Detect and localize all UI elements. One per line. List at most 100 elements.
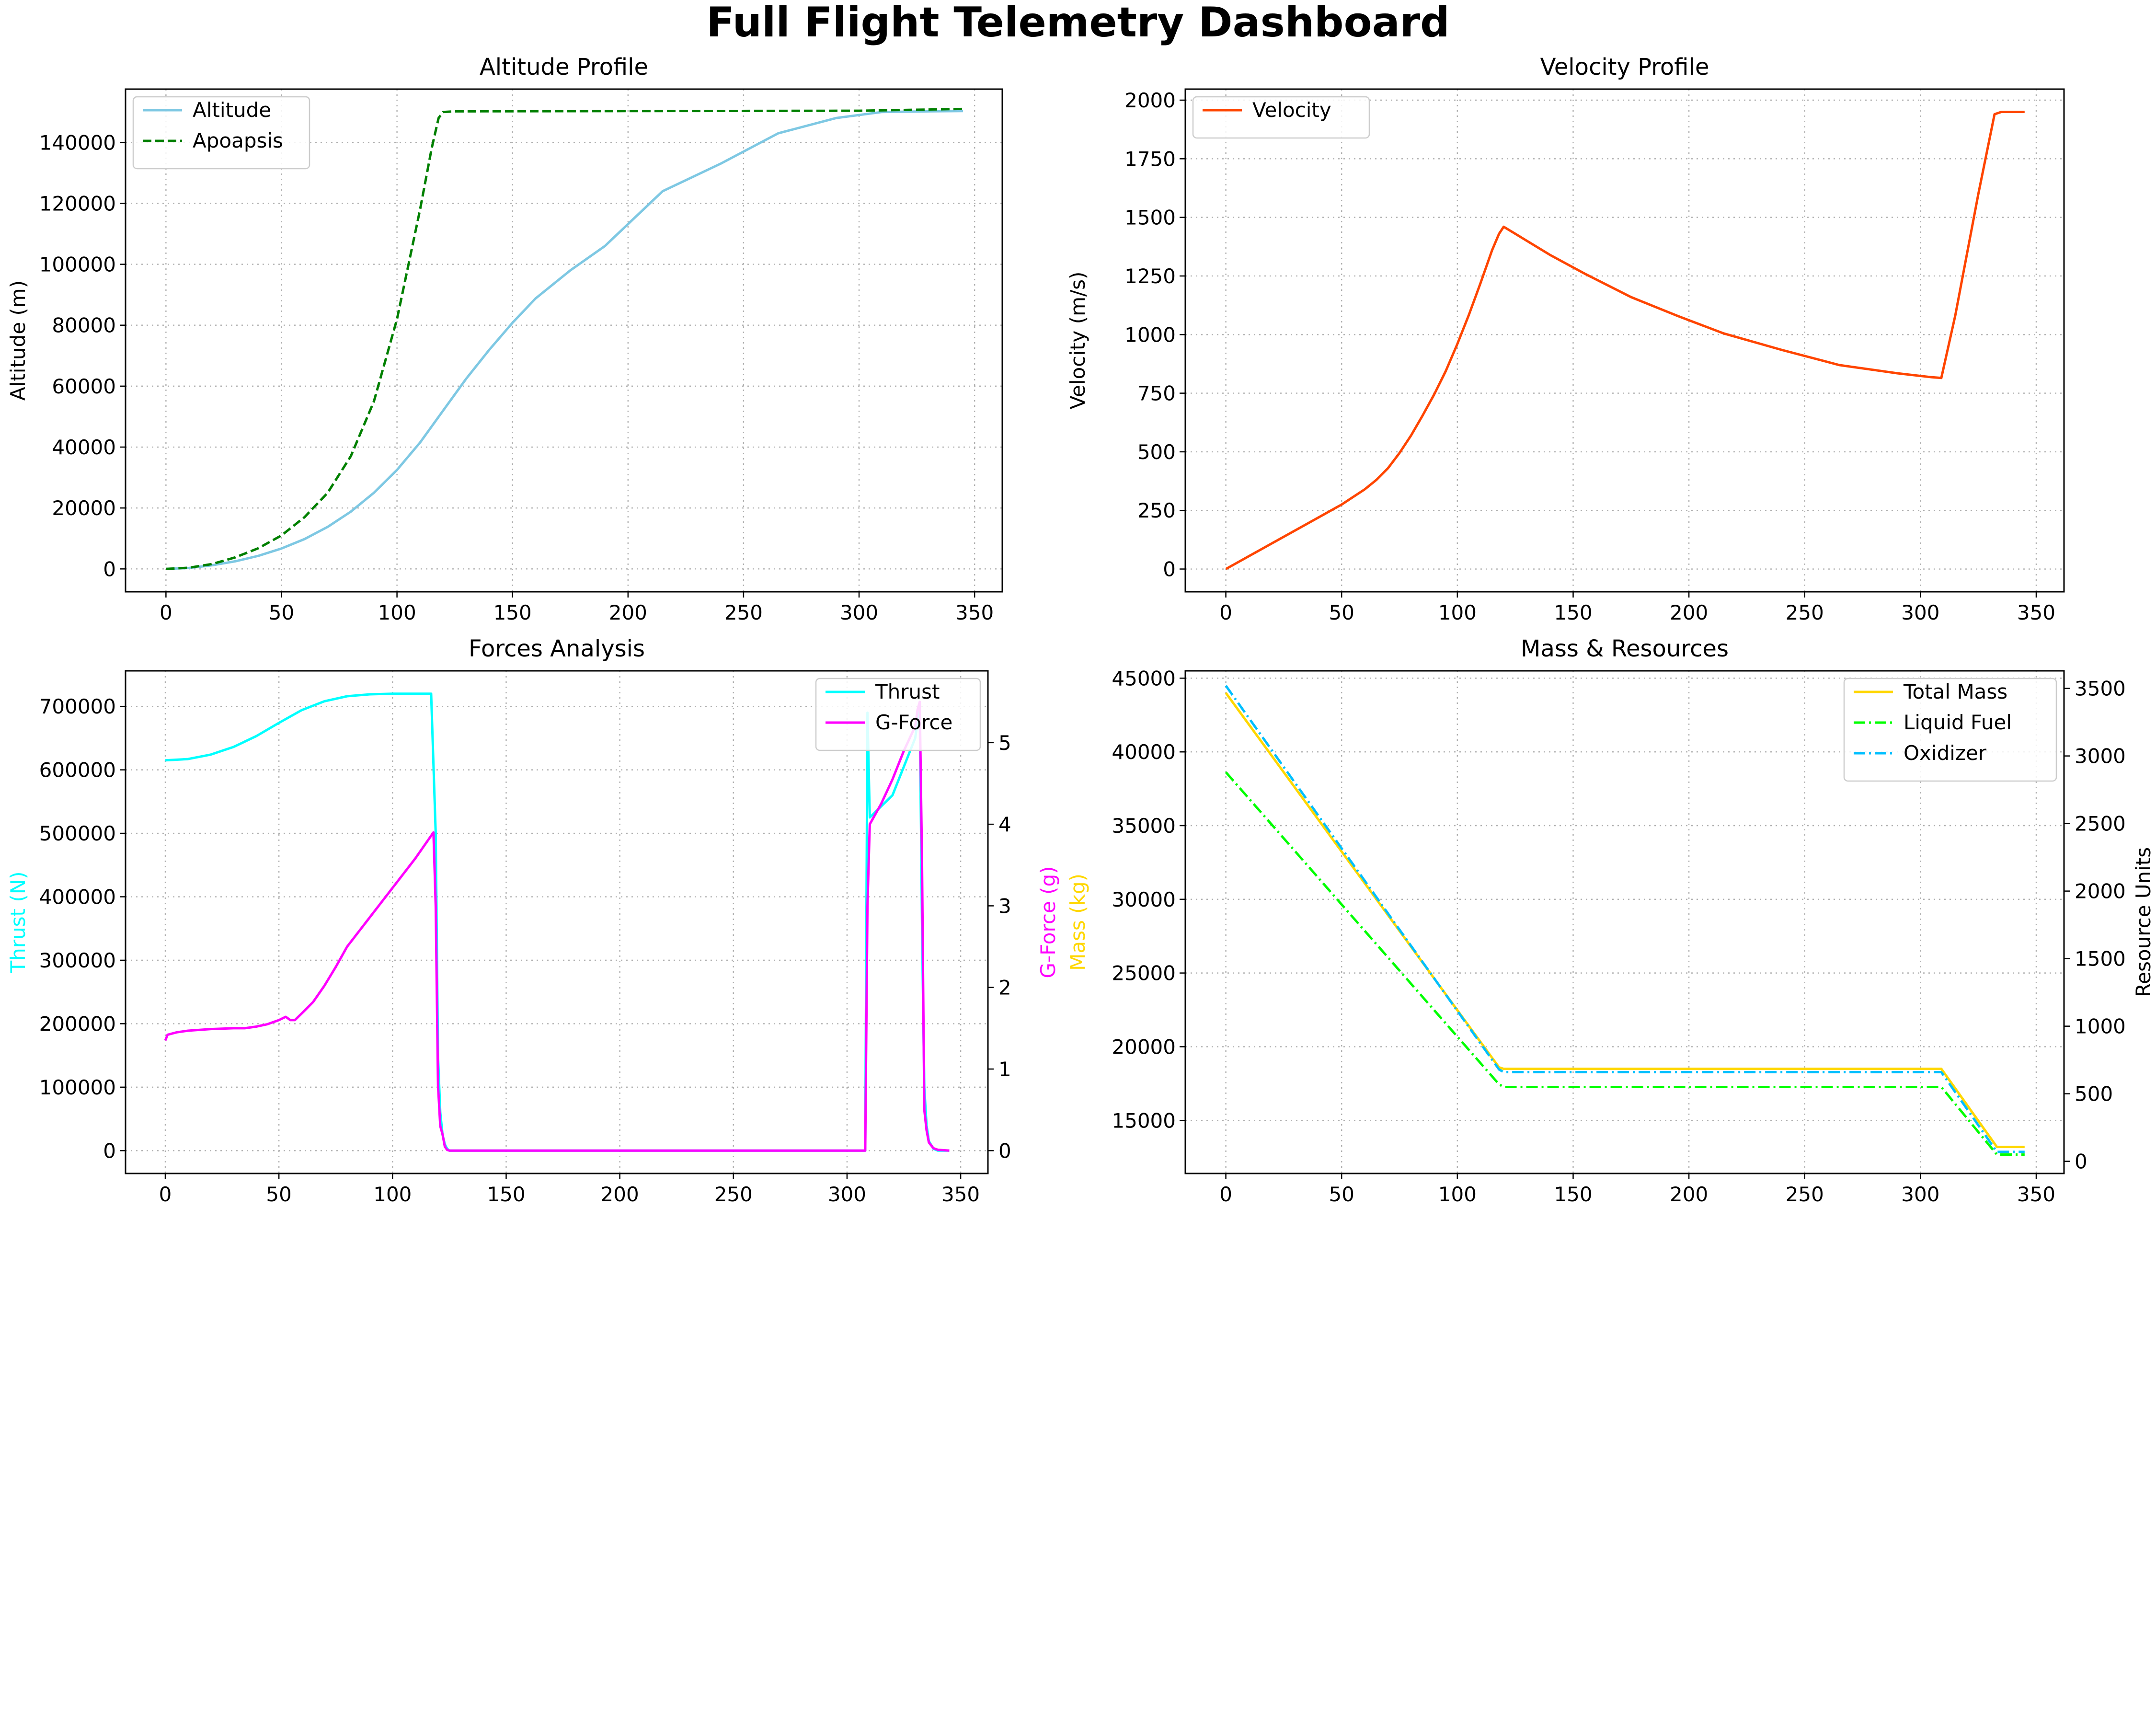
panel-1: Altitude Profile 0 50 100 150 200 250 300 350 0 20…: [6, 54, 1003, 624]
y-tick-label: 100000: [39, 253, 116, 276]
y-right-axis-label: G-Force (g): [1036, 866, 1060, 978]
y-tick-label: 25000: [1112, 962, 1176, 985]
y-axis-label: Velocity (m/s): [1066, 272, 1089, 410]
y-tick-label: 40000: [1112, 740, 1176, 764]
legend-box: [1843, 678, 2057, 782]
x-tick-label: 200: [601, 1183, 639, 1206]
y-tick-label: 700000: [39, 695, 116, 718]
y-tick-label: 20000: [1112, 1035, 1176, 1058]
legend-label: Apoapsis: [193, 129, 283, 152]
x-tick-label: 100: [1438, 601, 1477, 624]
y-tick-label: 30000: [1112, 888, 1176, 911]
x-tick-label: 150: [487, 1183, 525, 1206]
x-tick-label: 150: [1554, 1183, 1592, 1206]
x-tick-label: 300: [828, 1183, 866, 1206]
x-tick-label: 350: [941, 1183, 980, 1206]
plot-frame: [125, 670, 989, 1174]
x-tick-label: 0: [160, 601, 172, 624]
y-tick-label: 1250: [1124, 264, 1176, 288]
y-right-tick-label: 4: [998, 813, 1011, 836]
x-tick-label: 350: [2017, 1183, 2055, 1206]
x-tick-label: 100: [378, 601, 416, 624]
x-tick-label: 150: [493, 601, 532, 624]
x-tick-label: 250: [724, 601, 763, 624]
panel-title: Forces Analysis: [469, 635, 645, 662]
x-tick-label: 350: [2017, 601, 2055, 624]
legend-label: Oxidizer: [1904, 741, 1987, 765]
legend: Velocity: [1192, 96, 1370, 139]
series-line-total-mass: [1225, 692, 2025, 1149]
series-line-oxidizer: [1225, 685, 2025, 1153]
plot-frame: [1184, 88, 2065, 593]
y-tick-label: 20000: [52, 496, 116, 520]
panel-title: Velocity Profile: [1540, 54, 1709, 80]
legend-label: Thrust: [875, 680, 940, 703]
y-tick-label: 0: [1163, 558, 1176, 581]
y-tick-label: 80000: [52, 314, 116, 337]
y-right-tick-label: 3500: [2075, 677, 2126, 701]
y-tick-label: 100000: [39, 1076, 116, 1099]
y-axis-label: Thrust (N): [6, 871, 30, 973]
legend-box: [132, 96, 310, 170]
x-tick-label: 50: [1329, 601, 1354, 624]
legend-box: [815, 678, 981, 751]
legend-label: Altitude: [193, 98, 271, 122]
x-tick-label: 150: [1554, 601, 1592, 624]
legend-box: [1192, 96, 1370, 139]
x-tick-label: 50: [266, 1183, 291, 1206]
y-tick-label: 1750: [1124, 147, 1176, 171]
legend-label: Total Mass: [1903, 680, 2007, 703]
x-tick-label: 0: [1219, 1183, 1232, 1206]
x-tick-label: 50: [1329, 1183, 1354, 1206]
x-tick-label: 0: [1219, 601, 1232, 624]
series-line-altitude: [166, 110, 963, 570]
x-tick-label: 0: [159, 1183, 172, 1206]
y-tick-label: 60000: [52, 375, 116, 398]
y-tick-label: 250: [1137, 499, 1176, 522]
y-right-tick-label: 2: [998, 976, 1011, 1000]
x-tick-label: 200: [609, 601, 647, 624]
y-tick-label: 45000: [1112, 667, 1176, 690]
y-tick-label: 600000: [39, 759, 116, 782]
legend-label: G-Force: [875, 711, 952, 734]
plot-frame: [1184, 670, 2065, 1174]
series-line-g-force: [164, 701, 950, 1152]
y-axis-label: Altitude (m): [6, 280, 30, 401]
x-tick-label: 100: [1438, 1183, 1477, 1206]
y-tick-label: 0: [103, 557, 116, 581]
panel-title: Mass & Resources: [1521, 635, 1729, 662]
plot-frame: [125, 88, 1003, 593]
legend-label: Velocity: [1252, 98, 1331, 122]
y-tick-label: 750: [1137, 382, 1176, 405]
y-tick-label: 300000: [39, 949, 116, 972]
y-tick-label: 500: [1137, 440, 1176, 464]
x-tick-label: 300: [1901, 601, 1939, 624]
y-axis-label: Mass (kg): [1066, 874, 1089, 971]
y-right-tick-label: 1500: [2075, 947, 2126, 971]
y-right-tick-label: 2000: [2075, 880, 2126, 903]
panel-4: Mass & Resources 0 50 100 150 200 250 300 350 150…: [1066, 635, 2155, 1206]
y-tick-label: 1500: [1124, 206, 1176, 230]
series-line-velocity: [1225, 111, 2025, 570]
x-tick-label: 350: [955, 601, 994, 624]
y-tick-label: 1000: [1124, 323, 1176, 346]
y-right-tick-label: 3: [998, 894, 1011, 918]
y-right-tick-label: 2500: [2075, 812, 2126, 836]
y-tick-label: 40000: [52, 436, 116, 459]
legend: Thrust G-Force: [815, 678, 981, 751]
x-tick-label: 250: [1786, 1183, 1824, 1206]
y-right-axis-label: Resource Units: [2132, 847, 2155, 997]
y-tick-label: 140000: [39, 131, 116, 154]
y-right-tick-label: 1: [998, 1058, 1011, 1081]
y-tick-label: 500000: [39, 822, 116, 845]
legend: Altitude Apoapsis: [132, 96, 310, 170]
y-right-tick-label: 5: [998, 731, 1011, 755]
x-tick-label: 300: [1901, 1183, 1939, 1206]
dashboard-title: Full Flight Telemetry Dashboard: [706, 0, 1449, 46]
y-right-tick-label: 0: [998, 1139, 1011, 1162]
x-tick-label: 50: [269, 601, 294, 624]
y-tick-label: 400000: [39, 886, 116, 909]
y-tick-label: 15000: [1112, 1109, 1176, 1132]
x-tick-label: 100: [373, 1183, 412, 1206]
x-tick-label: 200: [1670, 1183, 1708, 1206]
